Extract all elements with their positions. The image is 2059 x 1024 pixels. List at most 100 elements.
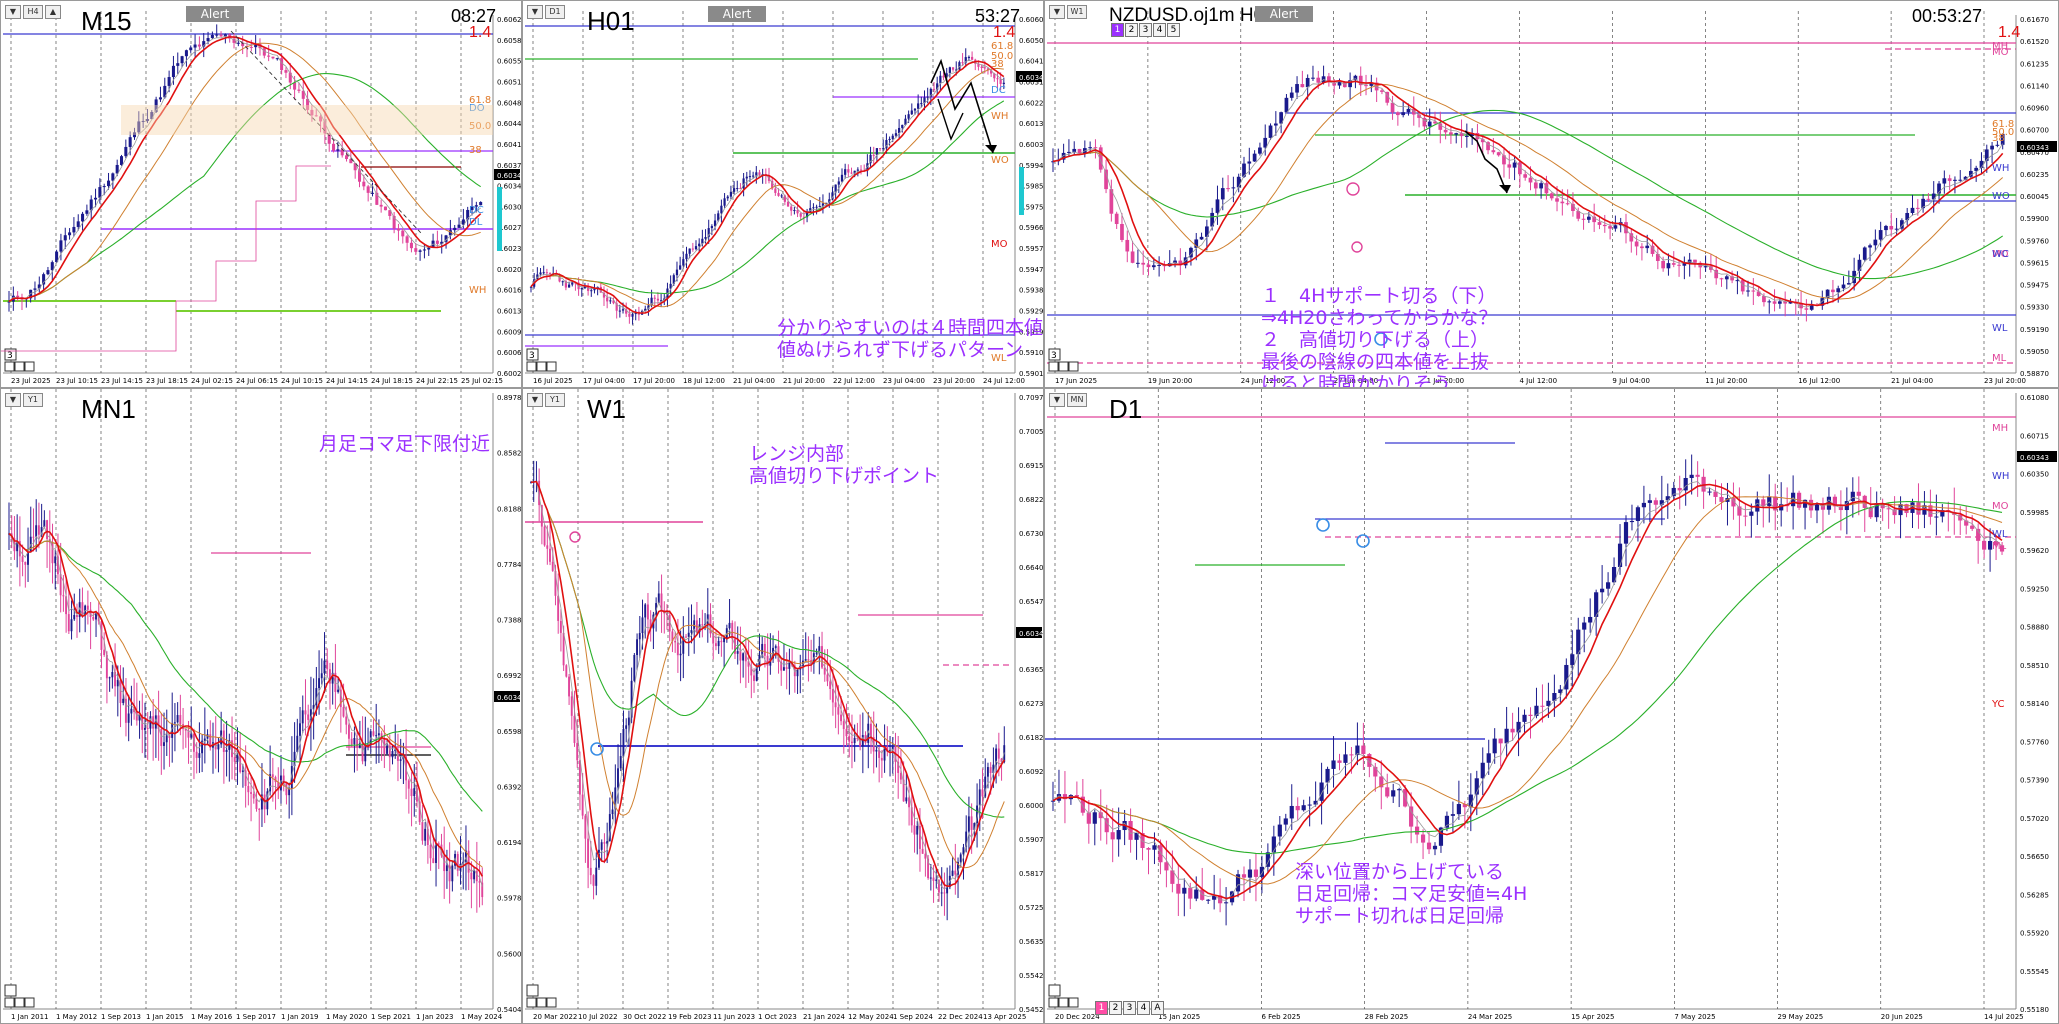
corner-box [1048,984,1061,997]
y-tick-label: 0.59195 [1019,328,1044,336]
candle-body [310,109,314,116]
candle-body [1343,754,1348,763]
candle-body [902,779,905,802]
candle-body [1369,82,1374,86]
candle-body [1128,820,1133,840]
d1-tab-A[interactable]: A [1151,1001,1164,1015]
level-label: 50.0 [991,51,1013,62]
candle-body [1379,776,1384,788]
dropdown-icon[interactable]: ▼ [527,5,543,19]
candle-body [1358,75,1363,86]
candle-body [562,632,565,666]
dropdown-icon[interactable]: ▼ [5,5,21,19]
candle-body [576,742,579,761]
candle-body [1814,503,1820,511]
candle-body [1110,832,1115,840]
h04-tab-1[interactable]: 1 [1111,23,1124,37]
candle-body [7,301,11,303]
dropdown-icon[interactable]: ▼ [1049,5,1065,19]
candle-body [568,676,570,697]
h04-period-button[interactable]: W1 [1067,5,1087,19]
dropdown-icon[interactable]: ▼ [5,393,21,407]
d1-tab-2[interactable]: 2 [1109,1001,1122,1015]
h04-plot[interactable]: 0.61670 0.61520 0.61235 0.61140 0.60960 0.607… [1045,1,2059,388]
h04-tab-3[interactable]: 3 [1139,23,1152,37]
h04-alert-button[interactable]: Alert [1255,6,1313,22]
candle-body [418,801,421,823]
x-tick-label: 1 Sep 2024 [893,1013,933,1021]
up-icon[interactable]: ▲ [45,5,61,19]
h01-period-button[interactable]: D1 [545,5,565,19]
candle-body [739,651,742,661]
candle-body [611,809,614,815]
candle-body [592,875,595,886]
candle-body [970,816,973,830]
y-tick-label: 0.60235 [497,245,522,253]
d1-plot[interactable]: 0.61080 0.60715 0.60350 0.59985 0.59620 0.592… [1045,389,2059,1024]
candle-body [24,561,27,565]
candle-body [1623,522,1629,544]
candle-body [1313,800,1318,805]
chart-panel-h04[interactable]: 0.61670 0.61520 0.61235 0.61140 0.60960 0.607… [1044,0,2059,388]
candle-body [141,120,145,122]
x-tick-label: 21 Jul 20:00 [783,377,825,385]
candle-body [301,90,305,99]
y-tick-label: 0.55920 [2020,930,2049,938]
candle-body [328,669,331,684]
candle-body [1355,745,1360,756]
candle-body [758,172,761,175]
candle-body [1492,738,1497,754]
candle-body [882,148,885,150]
candle-body [1327,76,1331,83]
x-tick-label: 14 Jul 2025 [1984,1013,2024,1021]
candle-body [1259,866,1264,877]
candle-body [1655,253,1660,261]
y-tick-label: 0.55425 [1019,972,1044,980]
chart-panel-d1[interactable]: 0.61080 0.60715 0.60350 0.59985 0.59620 0.592… [1044,388,2059,1024]
candle-body [1582,622,1587,630]
candle-body [236,754,239,762]
candle-body [27,551,29,565]
h04-tab-5[interactable]: 5 [1167,23,1180,37]
d1-tab-3[interactable]: 3 [1123,1001,1136,1015]
dropdown-icon[interactable]: ▼ [527,393,543,407]
candle-body [1825,289,1830,299]
candle-body [51,542,54,564]
d1-tab-4[interactable]: 4 [1137,1001,1150,1015]
d1-period-button[interactable]: MN [1067,393,1087,407]
level-label: ML [1992,353,2007,364]
d1-tab-1[interactable]: 1 [1095,1001,1108,1015]
w1-period-button[interactable]: Y1 [545,393,565,407]
h04-tab-4[interactable]: 4 [1153,23,1166,37]
h01-alert-button[interactable]: Alert [708,6,766,22]
candle-body [636,639,638,656]
candle-body [923,97,926,104]
h04-tab-2[interactable]: 2 [1125,23,1138,37]
candle-body [92,616,95,620]
candle-body [319,116,323,122]
candle-body [179,715,182,725]
m15-period-button[interactable]: H4 [23,5,43,19]
candle-body [464,850,467,862]
dropdown-icon[interactable]: ▼ [1049,393,1065,407]
ma-slow-line [8,533,483,868]
mn1-period-button[interactable]: Y1 [23,393,43,407]
candle-body [1450,814,1455,816]
m15-alert-button[interactable]: Alert [186,6,244,22]
candle-body [37,284,41,289]
candle-body [845,729,848,737]
level-label: DC [991,85,1006,96]
candle-body [193,44,197,48]
candle-body [1608,226,1612,229]
candle-body [850,741,853,744]
